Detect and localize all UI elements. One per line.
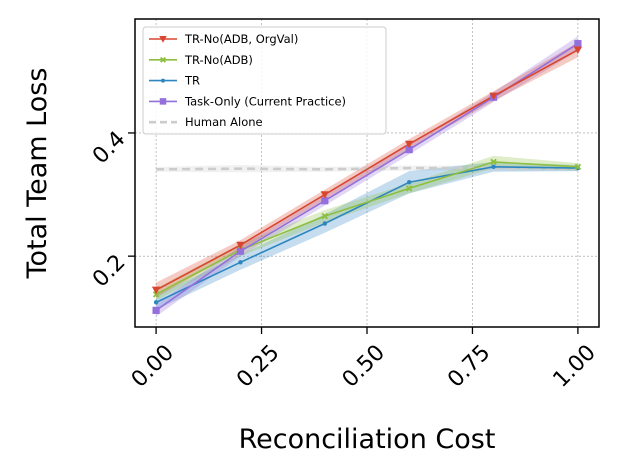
grid [135,19,599,327]
data-point-dot [238,260,243,265]
legend: TR-No(ADB, OrgVal) TR-No(ADB) TR Task-Only … [142,26,387,135]
series-line [155,49,579,291]
data-point-x [405,185,413,192]
data-point-triangle [151,286,161,295]
data-point-square [321,197,329,205]
data-point-square [152,306,160,314]
data-point-triangle [320,191,330,199]
legend-label: Human Alone [185,115,263,129]
data-point-dot [161,78,165,83]
data-point-dot [153,300,159,305]
y-axis-label: Total Team Loss [22,68,53,280]
legend-label: TR-No(ADB, OrgVal) [184,32,298,46]
data-point-square [159,98,167,105]
data-point-triangle [489,92,498,101]
data-point-square [574,40,582,48]
legend-label: TR-No(ADB) [184,53,253,67]
confidence-band [156,36,578,317]
legend-label: Task-Only (Current Practice) [184,94,346,108]
legend-label: TR [184,74,200,88]
data-point-square [236,247,245,255]
data-point-dot [406,180,412,185]
data-point-x [160,56,166,63]
legend-box [142,26,387,135]
data-point-x [574,163,582,171]
series-markers [151,40,583,314]
data-point-triangle [236,241,245,250]
data-point-x [490,158,497,166]
data-point-dot [322,221,328,226]
data-point-triangle [159,35,167,43]
series-line [155,161,578,296]
data-point-x [321,212,329,220]
x-axis-label: Reconciliation Cost [239,424,496,455]
series-lines [155,42,579,312]
data-point-x [152,291,160,298]
data-point-square [405,145,413,154]
data-point-triangle [404,140,414,149]
data-point-dot [491,164,496,170]
data-point-triangle [573,46,583,54]
